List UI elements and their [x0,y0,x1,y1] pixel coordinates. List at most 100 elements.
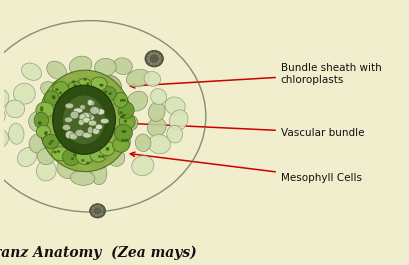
Text: Mesophyll Cells: Mesophyll Cells [130,152,361,183]
Ellipse shape [74,76,94,93]
Ellipse shape [148,102,165,121]
Ellipse shape [124,120,126,122]
Ellipse shape [52,147,69,161]
Ellipse shape [65,103,74,109]
Ellipse shape [119,114,135,129]
Ellipse shape [76,147,93,165]
Ellipse shape [121,130,124,133]
Ellipse shape [90,162,107,185]
Ellipse shape [79,114,86,121]
Ellipse shape [94,58,116,76]
Ellipse shape [90,145,112,163]
Ellipse shape [107,148,124,166]
Ellipse shape [86,83,89,85]
Ellipse shape [36,102,54,118]
Ellipse shape [122,114,125,117]
Ellipse shape [101,156,104,158]
Ellipse shape [52,95,55,98]
Ellipse shape [69,91,89,107]
Ellipse shape [55,89,58,91]
Ellipse shape [113,133,130,151]
Circle shape [94,205,97,208]
Circle shape [100,206,103,210]
Ellipse shape [50,111,67,126]
Ellipse shape [62,128,84,148]
Ellipse shape [38,70,132,172]
Ellipse shape [65,131,74,139]
Ellipse shape [118,102,134,119]
Ellipse shape [82,132,92,138]
Ellipse shape [40,82,59,97]
Ellipse shape [119,114,138,131]
Ellipse shape [38,121,41,124]
Ellipse shape [6,100,25,118]
Ellipse shape [99,142,115,156]
Ellipse shape [79,105,85,110]
Ellipse shape [104,91,107,93]
Ellipse shape [69,133,78,140]
Ellipse shape [57,150,60,153]
Ellipse shape [100,118,109,124]
Ellipse shape [54,151,56,153]
Ellipse shape [85,114,94,121]
Circle shape [92,206,95,210]
Ellipse shape [59,92,62,94]
Ellipse shape [70,170,95,185]
Ellipse shape [70,111,79,119]
Ellipse shape [43,134,59,148]
Ellipse shape [106,148,109,151]
Ellipse shape [40,107,43,109]
Ellipse shape [148,134,170,154]
Circle shape [149,62,153,65]
Ellipse shape [98,155,101,157]
Ellipse shape [126,91,147,111]
Ellipse shape [85,97,105,112]
Ellipse shape [67,81,82,96]
Circle shape [101,209,104,213]
Ellipse shape [81,130,99,148]
Ellipse shape [84,112,92,120]
Ellipse shape [112,138,129,152]
Ellipse shape [121,116,124,118]
Ellipse shape [86,113,108,133]
Ellipse shape [45,131,47,134]
Ellipse shape [119,112,122,114]
Circle shape [146,57,150,60]
Ellipse shape [88,120,97,126]
Ellipse shape [63,148,80,166]
Circle shape [158,57,162,60]
Ellipse shape [83,117,90,123]
Circle shape [152,51,156,55]
Ellipse shape [150,89,166,104]
Circle shape [157,54,161,58]
Ellipse shape [90,148,106,162]
Ellipse shape [126,69,150,87]
Circle shape [100,212,103,215]
Ellipse shape [95,124,102,130]
Circle shape [155,62,159,65]
Circle shape [157,60,161,63]
Ellipse shape [120,99,123,101]
Ellipse shape [121,139,124,141]
Ellipse shape [29,111,50,132]
Ellipse shape [75,130,84,136]
Ellipse shape [73,108,83,113]
Ellipse shape [52,97,55,99]
Ellipse shape [113,58,132,74]
Ellipse shape [73,154,76,156]
Ellipse shape [57,159,79,179]
Ellipse shape [13,83,35,104]
Ellipse shape [73,85,76,87]
Ellipse shape [78,120,84,125]
Circle shape [94,214,97,217]
Ellipse shape [114,125,132,142]
Circle shape [97,205,101,208]
Circle shape [155,52,159,56]
Text: Kranz Anatomy  (Zea mays): Kranz Anatomy (Zea mays) [0,245,197,260]
Circle shape [147,60,151,63]
Ellipse shape [40,109,43,111]
Ellipse shape [166,125,182,143]
Ellipse shape [0,128,9,148]
Ellipse shape [0,89,9,108]
Ellipse shape [165,97,185,115]
